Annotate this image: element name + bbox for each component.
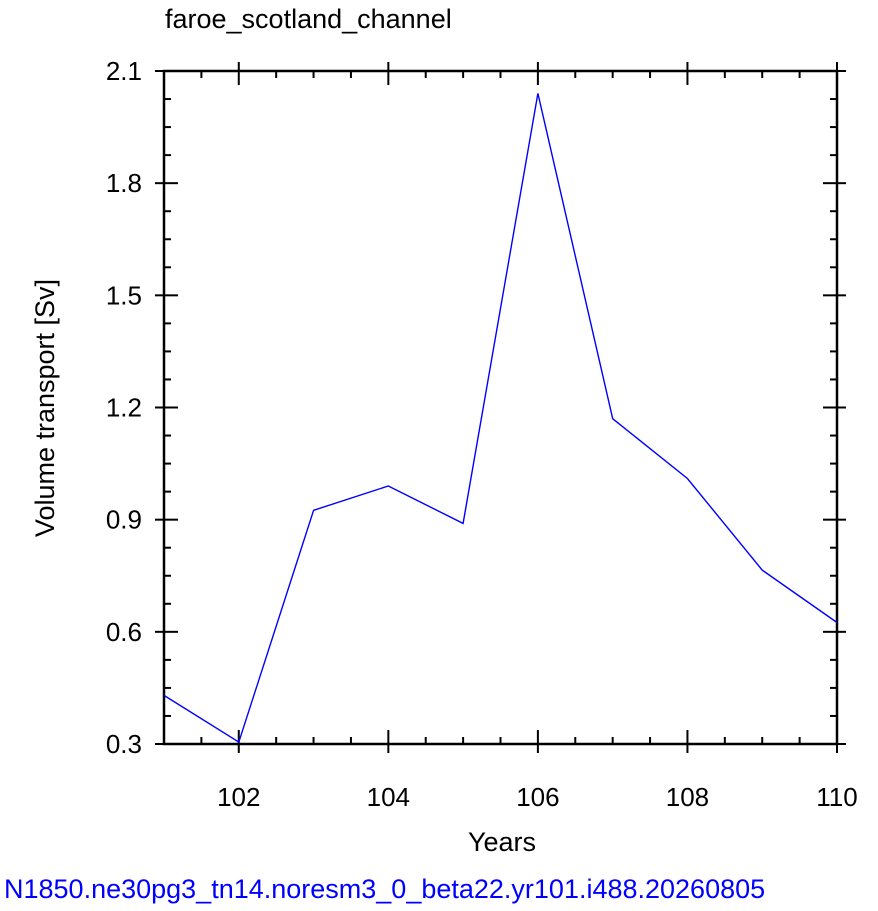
x-tick-label: 108 — [666, 782, 709, 812]
y-tick-label: 0.6 — [106, 617, 142, 647]
axis-tick-labels: 102 104 106 108 110 0.3 0.6 0.9 1.2 1.5 1.8 2.1 — [106, 56, 858, 812]
y-tick-label: 0.3 — [106, 729, 142, 759]
y-axis-label: Volume transport [Sv] — [30, 279, 60, 537]
y-tick-label: 2.1 — [106, 56, 142, 86]
y-tick-label: 1.8 — [106, 168, 142, 198]
series-line — [163, 93, 838, 744]
x-tick-label: 104 — [367, 782, 410, 812]
axis-ticks — [155, 62, 846, 753]
run-identifier-footer: N1850.ne30pg3_tn14.noresm3_0_beta22.yr10… — [4, 874, 765, 904]
plot-area — [162, 69, 839, 746]
y-tick-label: 1.2 — [106, 393, 142, 423]
x-tick-label: 106 — [516, 782, 559, 812]
plot-border — [162, 69, 839, 746]
y-tick-label: 1.5 — [106, 280, 142, 310]
x-axis-label: Years — [468, 827, 536, 857]
chart-title: faroe_scotland_channel — [165, 4, 452, 34]
x-tick-label: 110 — [816, 782, 857, 812]
y-tick-label: 0.9 — [106, 505, 142, 535]
x-tick-label: 102 — [217, 782, 260, 812]
